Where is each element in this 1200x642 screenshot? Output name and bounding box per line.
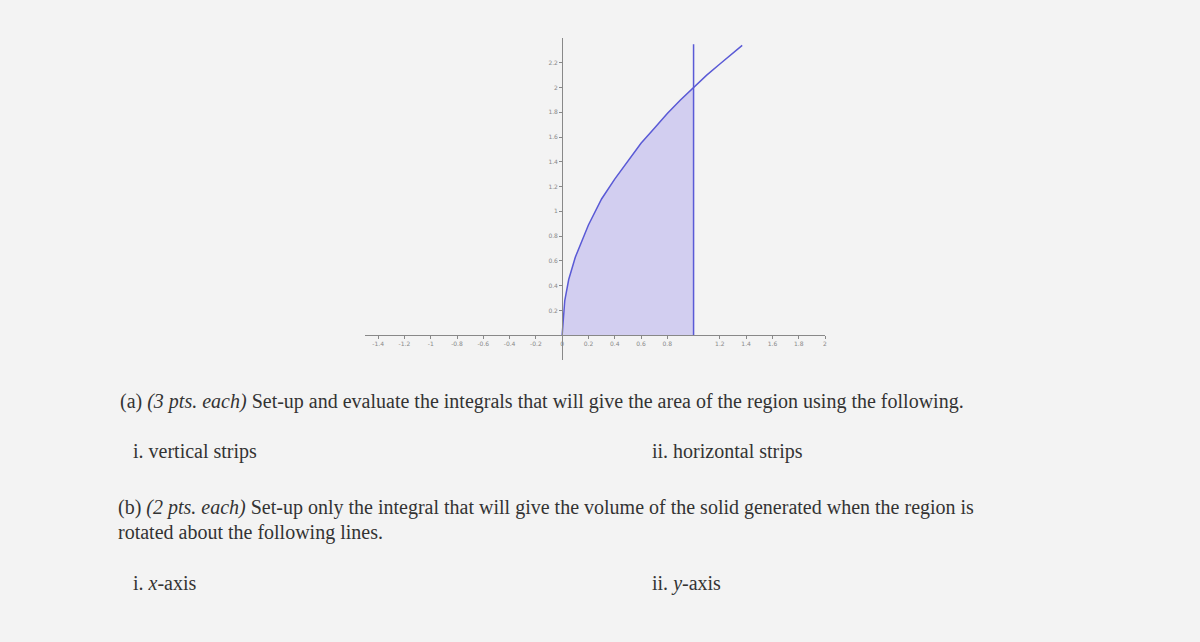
svg-text:0: 0 (560, 340, 564, 347)
svg-text:0.2: 0.2 (584, 340, 594, 347)
svg-text:-1.4: -1.4 (372, 340, 384, 347)
svg-text:1.4: 1.4 (741, 340, 751, 347)
svg-text:1.2: 1.2 (548, 183, 558, 190)
svg-text:-0.8: -0.8 (451, 340, 463, 347)
html-text:rotated about the following li: rotated about the following lines. (118, 521, 383, 543)
svg-text:0.6: 0.6 (548, 257, 558, 264)
svg-text:0.8: 0.8 (548, 232, 558, 239)
html-text:(b) (2 pts. each) Set-up only: (b) (2 pts. each) Set-up only the integr… (118, 496, 974, 518)
html-text:ii. horizontal strips: ii. horizontal strips (652, 440, 803, 462)
svg-text:0.6: 0.6 (636, 340, 646, 347)
html-text:(a) (3 pts. each) Set-up and e: (a) (3 pts. each) Set-up and evaluate th… (120, 390, 964, 412)
svg-text:-1: -1 (428, 340, 434, 347)
svg-text:-1.2: -1.2 (399, 340, 411, 347)
svg-text:1: 1 (554, 207, 558, 214)
svg-text:1.4: 1.4 (548, 158, 558, 165)
svg-text:0.4: 0.4 (548, 282, 558, 289)
svg-text:0.8: 0.8 (663, 340, 673, 347)
svg-text:2: 2 (823, 340, 827, 347)
svg-text:1.6: 1.6 (548, 133, 558, 140)
svg-text:-0.6: -0.6 (477, 340, 489, 347)
svg-text:1.8: 1.8 (794, 340, 804, 347)
svg-text:-0.2: -0.2 (530, 340, 542, 347)
svg-text:2: 2 (554, 84, 558, 91)
svg-text:-0.4: -0.4 (504, 340, 516, 347)
svg-text:0.2: 0.2 (548, 307, 558, 314)
svg-text:2.2: 2.2 (548, 59, 558, 66)
svg-text:1.6: 1.6 (768, 340, 778, 347)
svg-text:1.2: 1.2 (715, 340, 725, 347)
svg-text:1.8: 1.8 (548, 108, 558, 115)
html-text:i. vertical strips: i. vertical strips (133, 440, 257, 462)
html-text:ii. y -axis: ii. y -axis (652, 572, 721, 594)
svg-text:0.4: 0.4 (610, 340, 620, 347)
html-text:i. x -axis: i. x -axis (133, 572, 197, 594)
